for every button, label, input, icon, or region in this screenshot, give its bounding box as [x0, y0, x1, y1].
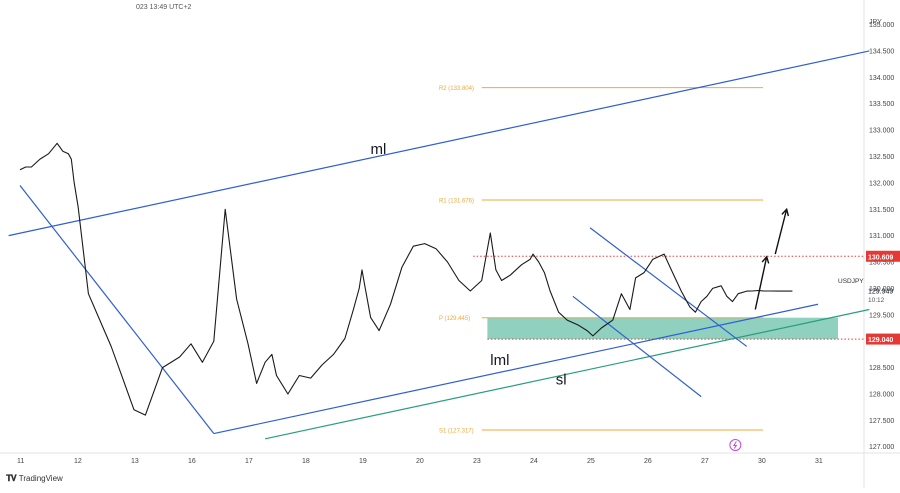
support-price-badge-bg — [866, 333, 900, 345]
pivot-label: R1 (131.676) — [439, 198, 474, 204]
price-series — [19, 142, 793, 416]
lightning-bolt — [732, 441, 738, 449]
x-tick-label: 12 — [74, 458, 82, 465]
countdown-label: 10:12 — [868, 297, 885, 304]
resistance-price-badge-bg — [866, 250, 900, 262]
y-tick-label: 133.000 — [869, 128, 894, 135]
x-tick-label: 17 — [245, 458, 253, 465]
x-tick-label: 26 — [644, 458, 652, 465]
y-tick-label: 128.500 — [869, 365, 894, 372]
pivot-label: R2 (133.804) — [439, 86, 474, 92]
sl-line — [264, 308, 870, 440]
ml-line — [8, 50, 870, 237]
current-price-label: 129.949 — [868, 289, 893, 296]
annotation-lml: lml — [490, 352, 509, 369]
annotation-ml: ml — [371, 141, 387, 158]
y-tick-label: 135.000 — [869, 22, 894, 29]
y-tick-label: 133.500 — [869, 101, 894, 108]
brand-label: TradingView — [18, 474, 63, 483]
y-tick-label: 131.000 — [869, 233, 894, 240]
chart-header-time: 023 13:49 UTC+2 — [136, 4, 192, 11]
tradingview-logo-icon: 𝐓𝐕 — [6, 473, 17, 483]
pivot-label: S1 (127.317) — [439, 428, 474, 434]
tradingview-brand[interactable]: 𝐓𝐕 TradingView — [6, 473, 63, 484]
y-tick-label: 127.000 — [869, 444, 894, 451]
y-tick-label: 129.500 — [869, 312, 894, 319]
x-tick-label: 24 — [530, 458, 538, 465]
y-tick-label: 130.000 — [869, 286, 894, 293]
x-tick-label: 23 — [473, 458, 481, 465]
x-tick-label: 19 — [359, 458, 367, 465]
pivot-label: P (129.445) — [439, 316, 470, 322]
arrow-up-2-head — [781, 207, 790, 217]
arrow-up-1 — [754, 256, 768, 310]
channel-upper — [589, 227, 748, 347]
x-tick-label: 20 — [416, 458, 424, 465]
lml-line — [213, 303, 819, 435]
x-tick-label: 18 — [302, 458, 310, 465]
arrow-up-2 — [774, 209, 788, 255]
x-tick-label: 11 — [17, 458, 24, 465]
symbol-label: USDJPY — [838, 278, 864, 285]
currency-label: JPY — [869, 19, 882, 26]
x-tick-label: 31 — [815, 458, 823, 465]
resistance-price-badge: 130.609 — [868, 254, 893, 261]
downtrend-line — [19, 185, 215, 434]
x-tick-label: 13 — [131, 458, 139, 465]
y-tick-label: 127.500 — [869, 418, 894, 425]
x-tick-label: 16 — [188, 458, 196, 465]
arrow-up-1-head — [761, 255, 770, 264]
y-tick-label: 132.000 — [869, 180, 894, 187]
y-tick-label: 130.500 — [869, 260, 894, 267]
y-tick-label: 134.500 — [869, 48, 894, 55]
annotation-sl: sl — [556, 371, 567, 388]
y-tick-label: 131.500 — [869, 207, 894, 214]
y-tick-label: 132.500 — [869, 154, 894, 161]
x-tick-label: 30 — [758, 458, 766, 465]
x-tick-label: 25 — [587, 458, 595, 465]
channel-lower — [572, 295, 702, 398]
x-tick-label: 27 — [701, 458, 709, 465]
y-tick-label: 134.000 — [869, 75, 894, 82]
support-price-badge: 129.040 — [868, 337, 893, 344]
y-tick-label: 128.000 — [869, 391, 894, 398]
demand-zone — [487, 317, 838, 340]
